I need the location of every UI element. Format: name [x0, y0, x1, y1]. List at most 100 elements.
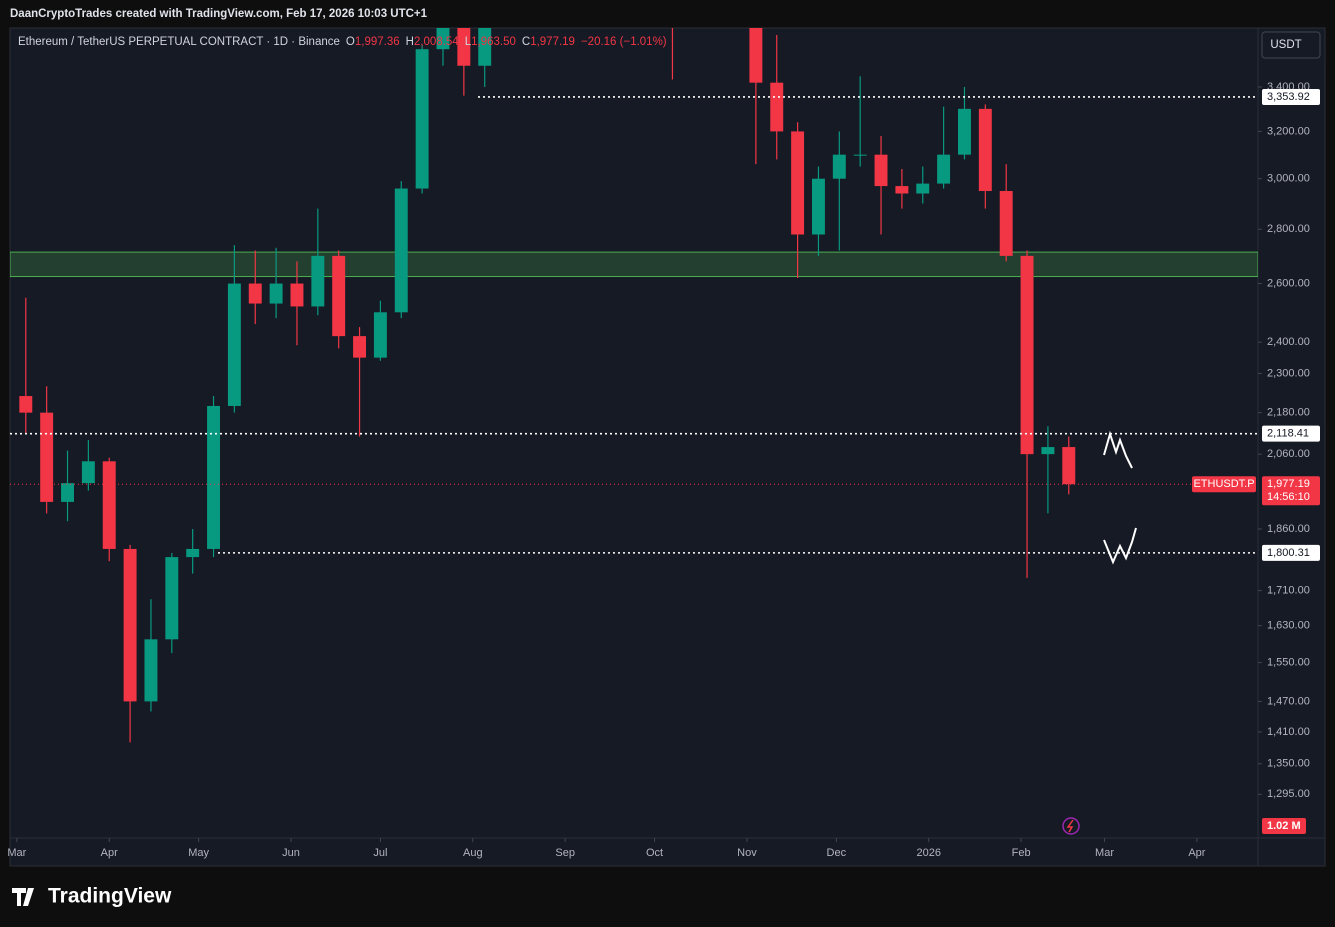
- currency-label[interactable]: USDT: [1270, 39, 1301, 51]
- y-tick-label: 2,800.00: [1267, 223, 1310, 235]
- candle-body: [227, 283, 241, 406]
- legend: Ethereum / TetherUS PERPETUAL CONTRACT ·…: [18, 36, 667, 48]
- x-tick-label: Sep: [555, 847, 575, 859]
- y-tick-label: 1,350.00: [1267, 758, 1310, 770]
- candle-body: [40, 412, 54, 502]
- x-tick-label: Mar: [7, 847, 26, 859]
- y-tick-label: 3,000.00: [1267, 173, 1310, 185]
- y-tick-label: 3,200.00: [1267, 125, 1310, 137]
- level-label: 1,800.31: [1267, 547, 1310, 559]
- candle-body: [874, 154, 888, 187]
- candle-body: [394, 188, 408, 313]
- candle-body: [811, 178, 825, 235]
- x-tick-label: Mar: [1095, 847, 1114, 859]
- y-tick-label: 2,400.00: [1267, 336, 1310, 348]
- candle-body: [269, 283, 283, 304]
- candle-body: [332, 255, 346, 337]
- y-tick-label: 1,860.00: [1267, 523, 1310, 535]
- symbol-label-box: [1192, 476, 1256, 493]
- current-price-box: [1262, 476, 1320, 506]
- candle-body: [123, 548, 137, 702]
- candle-body: [770, 82, 784, 132]
- currency-button[interactable]: [1261, 31, 1321, 59]
- level-label-box: [1262, 425, 1320, 442]
- candle-body: [436, 28, 450, 50]
- current-price-label: 1,977.19: [1267, 478, 1310, 490]
- x-tick-label: 2026: [916, 847, 940, 859]
- drawing-w: [1103, 527, 1137, 565]
- y-tick-label: 1,550.00: [1267, 656, 1310, 668]
- y-tick-label: 2,600.00: [1267, 277, 1310, 289]
- candle-body: [311, 255, 325, 307]
- x-tick-label: Aug: [463, 847, 483, 859]
- level-label: 3,353.92: [1267, 91, 1310, 103]
- candle-body: [478, 28, 492, 66]
- legend-c: 1,977.19: [530, 36, 575, 48]
- candle-body: [81, 461, 95, 484]
- candle-body: [1041, 447, 1055, 455]
- y-tick-label: 2,300.00: [1267, 367, 1310, 379]
- x-tick-label: May: [188, 847, 209, 859]
- candle-body: [207, 405, 220, 549]
- legend-o-label: O: [346, 36, 355, 48]
- support-zone: [10, 251, 1258, 278]
- candle-body: [144, 639, 158, 702]
- logo-text: TradingView: [48, 885, 172, 908]
- candle-body: [978, 108, 992, 192]
- x-tick-label: Jul: [373, 847, 387, 859]
- y-tick-label: 1,295.00: [1267, 788, 1310, 800]
- legend-o: 1,997.36: [355, 36, 400, 48]
- alert-icon-bolt: [1066, 819, 1074, 833]
- candle-body: [457, 28, 471, 66]
- logo: TradingView: [12, 885, 172, 908]
- candle-body: [749, 28, 763, 83]
- candle-body: [958, 108, 971, 155]
- candle-body: [373, 312, 387, 358]
- candles: [10, 28, 1258, 743]
- candle-body: [1020, 255, 1034, 455]
- legend-c-label: C: [522, 36, 530, 48]
- candle-body: [186, 548, 200, 558]
- candle-body: [353, 336, 367, 358]
- y-tick-label: 1,470.00: [1267, 695, 1310, 707]
- y-tick-label: 2,180.00: [1267, 407, 1310, 419]
- x-tick-label: Feb: [1012, 847, 1031, 859]
- header-title: DaanCryptoTrades created with TradingVie…: [10, 8, 428, 20]
- level-label: 2,118.41: [1267, 428, 1309, 440]
- legend-h: 2,008.54: [414, 36, 459, 48]
- symbol-label: ETHUSDT.P: [1193, 478, 1254, 490]
- candle-body: [999, 191, 1013, 256]
- alert-icon[interactable]: [1062, 817, 1080, 835]
- candle-body: [415, 49, 429, 189]
- x-tick-label: Apr: [1188, 847, 1205, 859]
- x-tick-label: Jun: [282, 847, 300, 859]
- legend-h-label: H: [406, 36, 414, 48]
- candle-body: [102, 461, 116, 549]
- level-label-box: [1262, 544, 1320, 561]
- candle-body: [290, 283, 304, 307]
- candle-body: [916, 183, 930, 194]
- legend-symbol: Ethereum / TetherUS PERPETUAL CONTRACT ·…: [18, 36, 340, 48]
- drawing-m: [1103, 430, 1133, 469]
- countdown-label: 14:56:10: [1267, 491, 1310, 503]
- candle-body: [832, 154, 846, 179]
- candle-body: [791, 131, 805, 235]
- candle-body: [19, 396, 33, 413]
- x-tick-label: Dec: [827, 847, 847, 859]
- candle-body: [248, 283, 262, 304]
- candle-body: [937, 154, 951, 184]
- candle-body: [61, 483, 74, 502]
- level-label-box: [1262, 88, 1320, 105]
- candle-body: [165, 557, 179, 640]
- x-tick-label: Apr: [101, 847, 118, 859]
- logo-mark: [12, 888, 34, 906]
- y-tick-label: 2,060.00: [1267, 448, 1310, 460]
- y-tick-label: 1,630.00: [1267, 620, 1310, 632]
- candle-body: [853, 154, 867, 156]
- legend-change: −20.16 (−1.01%): [581, 36, 667, 48]
- y-tick-label: 1,710.00: [1267, 584, 1310, 596]
- candle-body: [1062, 447, 1076, 485]
- volume-label: 1.02 M: [1267, 820, 1301, 832]
